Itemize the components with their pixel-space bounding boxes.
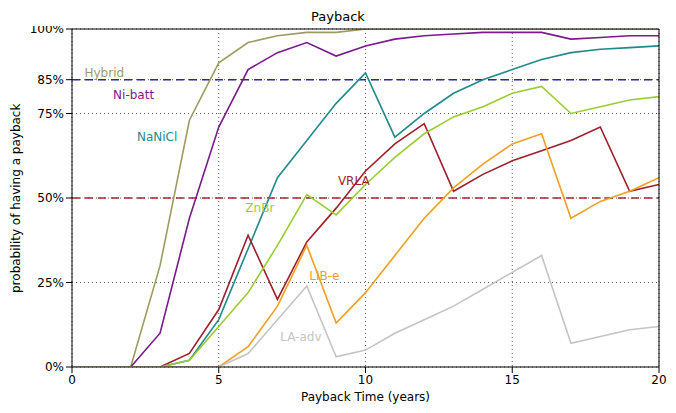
svg-text:0%: 0% (45, 360, 64, 374)
svg-text:VRLA: VRLA (338, 174, 371, 188)
svg-text:0: 0 (68, 373, 76, 387)
svg-text:probability of having a paybac: probability of having a payback (9, 104, 23, 293)
svg-text:5: 5 (215, 373, 223, 387)
svg-text:20: 20 (651, 373, 666, 387)
svg-text:10: 10 (358, 373, 373, 387)
svg-text:15: 15 (505, 373, 520, 387)
svg-text:75%: 75% (37, 107, 64, 121)
svg-text:100%: 100% (30, 26, 64, 36)
svg-text:NaNiCl: NaNiCl (137, 130, 177, 144)
svg-text:Ni-batt: Ni-batt (113, 88, 154, 102)
svg-text:50%: 50% (37, 191, 64, 205)
svg-text:Payback Time (years): Payback Time (years) (301, 390, 430, 404)
svg-text:25%: 25% (37, 276, 64, 290)
svg-text:85%: 85% (37, 73, 64, 87)
svg-text:Hybrid: Hybrid (84, 66, 124, 80)
svg-text:LA-adv: LA-adv (280, 330, 321, 344)
svg-text:LIB-e: LIB-e (309, 269, 339, 283)
svg-text:ZnBr: ZnBr (245, 201, 274, 215)
html-text:Payback: Payback (311, 9, 365, 24)
